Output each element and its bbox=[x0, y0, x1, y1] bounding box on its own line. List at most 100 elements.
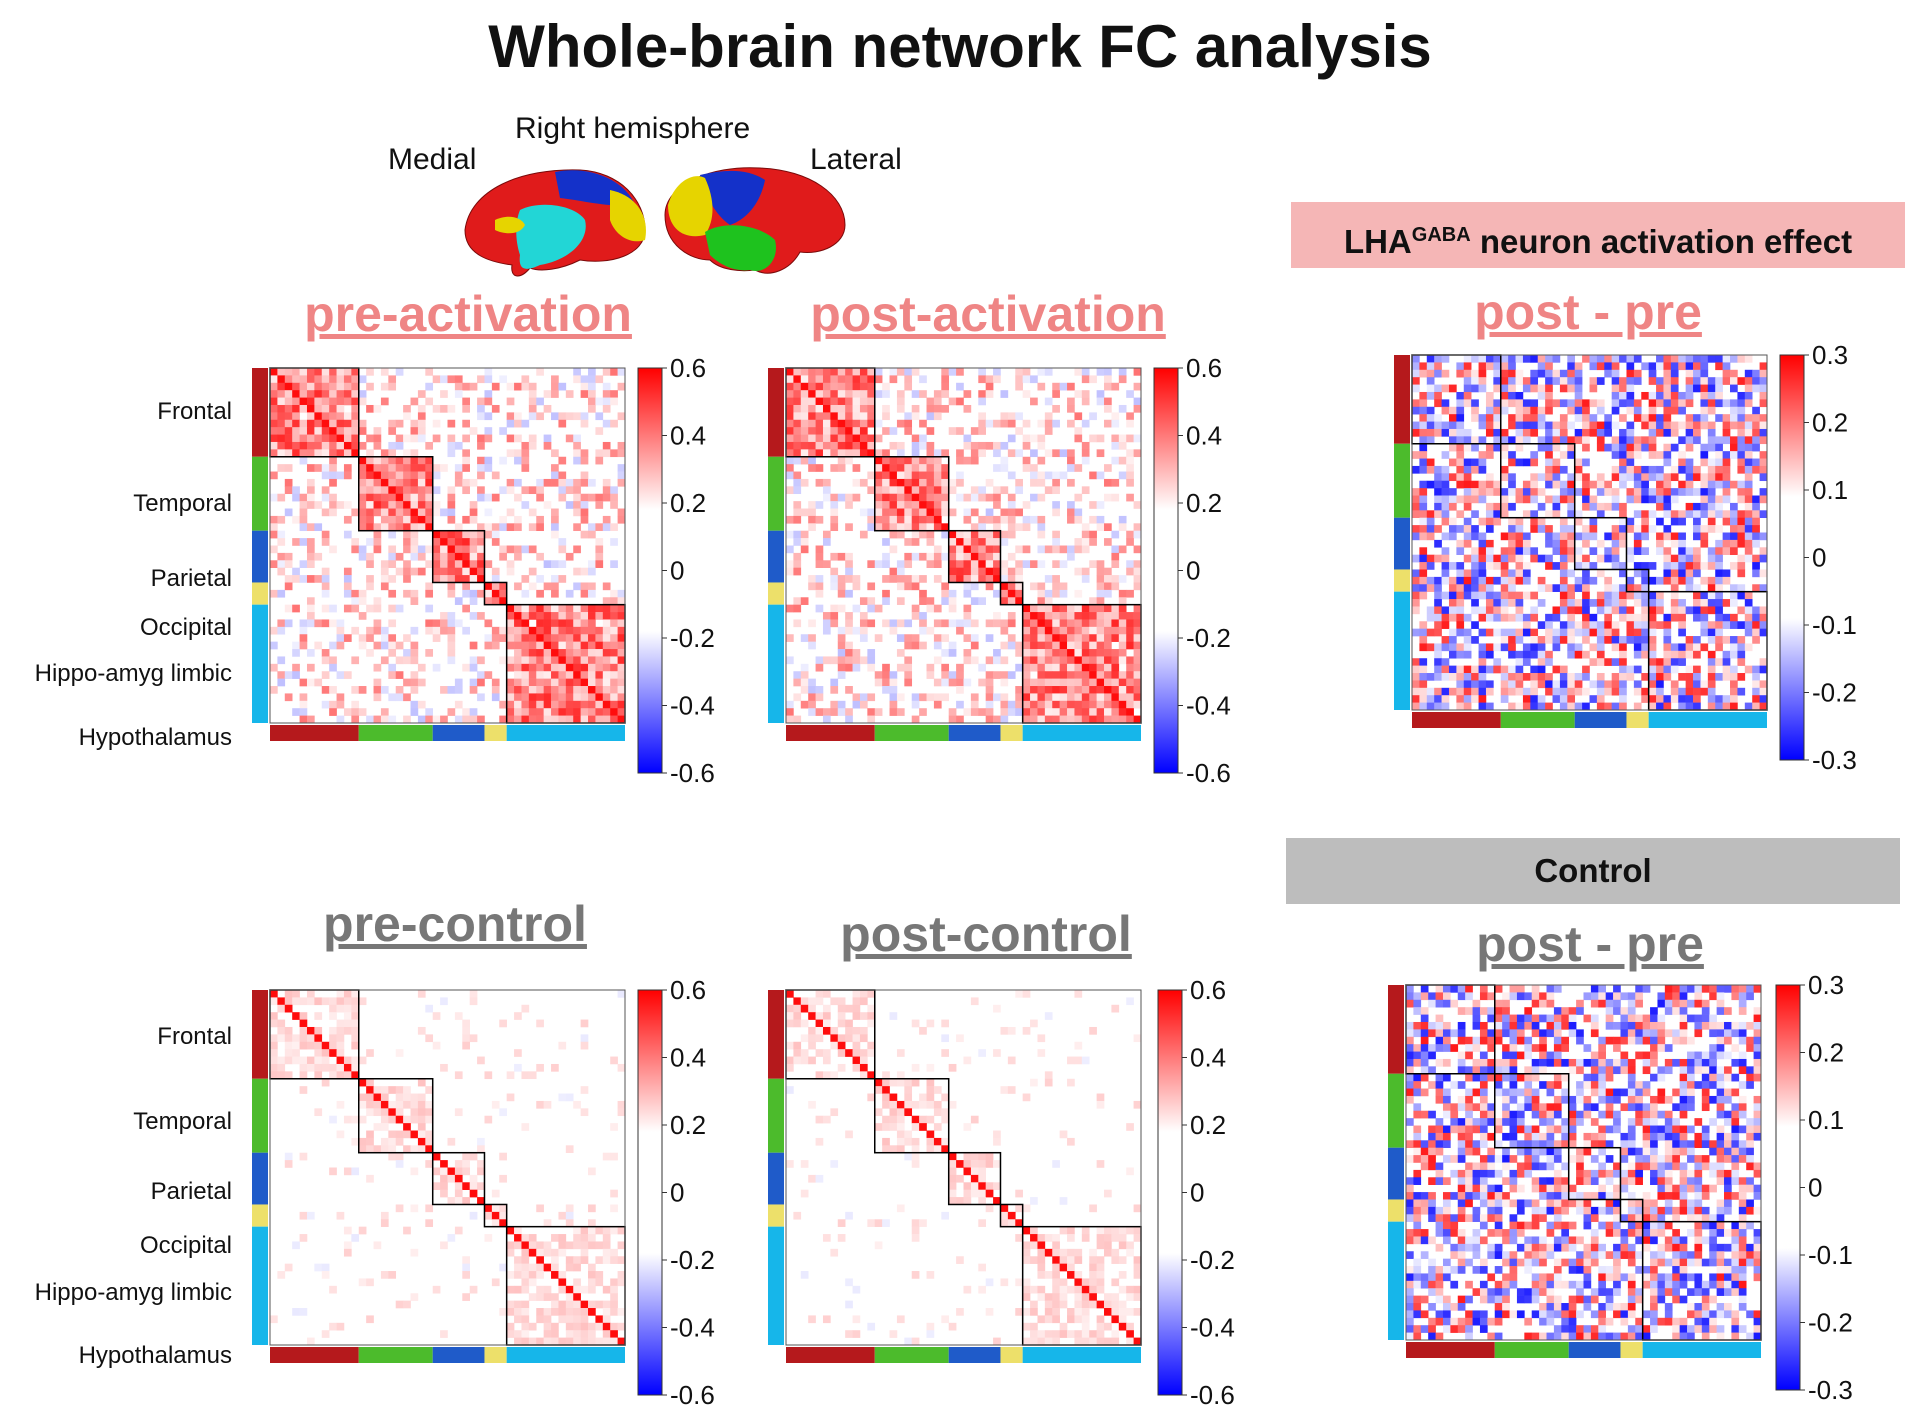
heatmap-cell bbox=[993, 589, 1001, 598]
heatmap-cell bbox=[1626, 451, 1635, 459]
heatmap-cell bbox=[1463, 502, 1472, 511]
heatmap-cell bbox=[845, 626, 853, 635]
heatmap-cell bbox=[793, 419, 802, 428]
heatmap-cell bbox=[1611, 525, 1620, 533]
heatmap-cell bbox=[882, 597, 890, 605]
heatmap-cell bbox=[514, 1012, 522, 1020]
heatmap-cell bbox=[867, 434, 876, 443]
heatmap-cell bbox=[565, 715, 574, 724]
heatmap-cell bbox=[336, 501, 345, 509]
heatmap-cell bbox=[808, 404, 816, 413]
heatmap-cell bbox=[1118, 656, 1127, 665]
heatmap-cell bbox=[1104, 626, 1112, 635]
heatmap-cell bbox=[815, 1115, 824, 1124]
heatmap-cell bbox=[1007, 582, 1016, 591]
heatmap-cell bbox=[588, 397, 596, 406]
heatmap-cell bbox=[403, 1145, 411, 1154]
heatmap-cell bbox=[329, 456, 337, 465]
heatmap-cell bbox=[874, 419, 883, 428]
heatmap-cell bbox=[1619, 702, 1627, 711]
heatmap-cell bbox=[514, 1315, 522, 1324]
heatmap-cell bbox=[351, 508, 360, 517]
heatmap-cell bbox=[292, 419, 300, 428]
heatmap-cell bbox=[1574, 465, 1583, 474]
heatmap-cell bbox=[1515, 421, 1524, 430]
heatmap-cell bbox=[573, 1330, 581, 1338]
heatmap-cell bbox=[1022, 456, 1031, 465]
heatmap-cell bbox=[1000, 1026, 1009, 1035]
heatmap-cell bbox=[536, 589, 544, 598]
heatmap-cell bbox=[1685, 362, 1694, 371]
heatmap-cell bbox=[1619, 673, 1627, 681]
heatmap-cell bbox=[1037, 1034, 1046, 1043]
heatmap-cell bbox=[432, 375, 441, 384]
heatmap-cell bbox=[1515, 606, 1524, 615]
heatmap-cell bbox=[1700, 391, 1709, 400]
heatmap-cell bbox=[1596, 680, 1605, 689]
heatmap-cell bbox=[1456, 599, 1465, 607]
heatmap-cell bbox=[993, 671, 1001, 679]
heatmap-cell bbox=[1582, 525, 1590, 533]
heatmap-cell bbox=[573, 1293, 581, 1301]
heatmap-cell bbox=[1670, 576, 1679, 585]
heatmap-cell bbox=[1722, 436, 1731, 445]
heatmap-cell bbox=[815, 449, 824, 458]
heatmap-cell bbox=[830, 501, 839, 509]
heatmap-cell bbox=[889, 456, 898, 465]
heatmap-cell bbox=[1707, 384, 1716, 393]
heatmap-cell bbox=[1037, 560, 1046, 568]
heatmap-cell bbox=[1656, 680, 1664, 689]
heatmap-cell bbox=[1485, 428, 1494, 437]
heatmap-cell bbox=[1678, 621, 1686, 629]
heatmap-cell bbox=[1111, 663, 1120, 672]
heatmap-cell bbox=[1641, 443, 1649, 452]
heatmap-cell bbox=[1730, 584, 1738, 592]
heatmap-cell bbox=[808, 427, 816, 435]
heatmap-cell bbox=[919, 493, 927, 502]
heatmap-cell bbox=[580, 1300, 589, 1309]
heatmap-cell bbox=[1574, 680, 1583, 689]
heatmap-cell bbox=[1722, 369, 1731, 378]
heatmap-cell bbox=[403, 1086, 411, 1094]
heatmap-cell bbox=[837, 456, 846, 465]
heatmap-cell bbox=[808, 419, 816, 428]
heatmap-cell bbox=[1611, 362, 1620, 371]
heatmap-cell bbox=[1678, 510, 1686, 519]
heatmap-cell bbox=[299, 441, 308, 450]
heatmap-cell bbox=[1574, 384, 1583, 393]
heatmap-cell bbox=[1611, 406, 1620, 415]
heatmap-cell bbox=[1759, 547, 1768, 555]
heatmap-cell bbox=[588, 1263, 596, 1272]
heatmap-cell bbox=[558, 1248, 567, 1257]
heatmap-cell bbox=[1015, 686, 1023, 694]
heatmap-cell bbox=[1619, 443, 1627, 452]
heatmap-cell bbox=[1589, 621, 1598, 629]
heatmap-cell bbox=[610, 1293, 618, 1301]
heatmap-cell bbox=[1096, 700, 1105, 709]
heatmap-cell bbox=[1111, 649, 1120, 657]
heatmap-cell bbox=[1663, 399, 1672, 408]
heatmap-cell bbox=[815, 582, 824, 591]
heatmap-cell bbox=[1604, 362, 1612, 371]
heatmap-cell bbox=[896, 1108, 905, 1117]
heatmap-cell bbox=[1604, 532, 1612, 541]
heatmap-cell bbox=[896, 1071, 905, 1080]
heatmap-cell bbox=[595, 1315, 604, 1324]
heatmap-cell bbox=[440, 545, 448, 554]
heatmap-cell bbox=[1515, 443, 1524, 452]
heatmap-cell bbox=[1552, 636, 1561, 644]
heatmap-cell bbox=[380, 626, 389, 635]
heatmap-cell bbox=[852, 1063, 861, 1072]
heatmap-cell bbox=[1044, 368, 1053, 376]
heatmap-cell bbox=[1545, 451, 1553, 459]
heatmap-cell bbox=[993, 567, 1001, 576]
heatmap-cell bbox=[1722, 613, 1731, 622]
heatmap-cell bbox=[852, 1026, 861, 1035]
heatmap-cell bbox=[366, 523, 374, 532]
heatmap-cell bbox=[1412, 532, 1420, 541]
heatmap-cell bbox=[919, 641, 927, 650]
heatmap-cell bbox=[867, 693, 876, 702]
heatmap-cell bbox=[1419, 554, 1428, 563]
heatmap-cell bbox=[410, 464, 419, 472]
heatmap-cell bbox=[1730, 673, 1738, 681]
